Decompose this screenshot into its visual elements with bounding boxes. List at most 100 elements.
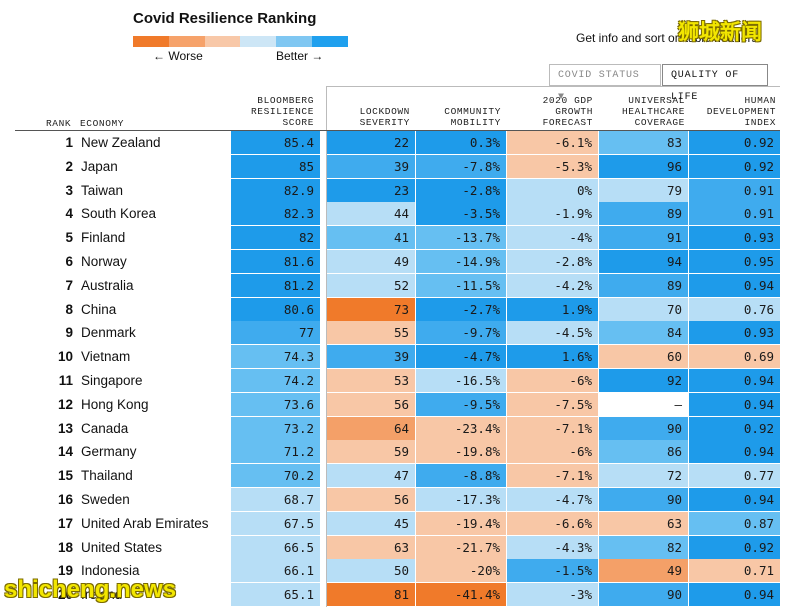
header-gdp-line: FORECAST — [542, 117, 593, 128]
gdp-cell: -7.1% — [507, 464, 598, 488]
gdp-cell: -7.1% — [507, 416, 598, 440]
tab-covid-status[interactable]: COVID STATUS ▼ — [549, 64, 661, 103]
health-cell: 90 — [599, 416, 688, 440]
hdi-cell: 0.92 — [689, 131, 780, 154]
economy-cell: Norway — [81, 254, 127, 269]
header-hdi-line: HUMAN — [744, 95, 776, 106]
header-hdi[interactable]: HUMAN DEVELOPMENT INDEX — [690, 95, 776, 128]
section-divider-top — [327, 86, 780, 87]
mobility-cell: -9.7% — [416, 321, 506, 345]
health-cell: 83 — [599, 131, 688, 154]
lockdown-cell: 52 — [327, 273, 415, 297]
lockdown-cell: 81 — [327, 583, 415, 607]
mobility-cell: 0.3% — [416, 131, 506, 154]
lockdown-cell: 39 — [327, 154, 415, 178]
header-mobility[interactable]: COMMUNITY MOBILITY — [416, 106, 501, 128]
hdi-cell: 0.92 — [689, 535, 780, 559]
mobility-cell: -17.3% — [416, 488, 506, 511]
header-rank[interactable]: RANK — [46, 118, 72, 129]
lockdown-cell: 44 — [327, 202, 415, 226]
mobility-cell: -4.7% — [416, 345, 506, 369]
gdp-cell: -4.7% — [507, 488, 598, 511]
health-cell: 63 — [599, 511, 688, 535]
score-cell: 82.9 — [231, 178, 320, 202]
hdi-cell: 0.91 — [689, 202, 780, 226]
table-row: 19 Indonesia 66.1 50 -20% -1.5% 49 0.71 — [0, 559, 800, 583]
header-score[interactable]: BLOOMBERG RESILIENCE SCORE — [232, 95, 314, 128]
watermark-top: 狮城新闻 — [678, 21, 762, 44]
score-cell: 74.3 — [231, 345, 320, 369]
table-row: 3 Taiwan 82.9 23 -2.8% 0% 79 0.91 — [0, 178, 800, 203]
health-cell: 72 — [599, 464, 688, 488]
score-cell: 66.1 — [231, 559, 320, 583]
economy-cell: Finland — [81, 230, 126, 246]
gdp-cell: 0% — [507, 178, 598, 202]
health-cell: 79 — [599, 178, 688, 202]
table-row: 9 Denmark 77 55 -9.7% -4.5% 84 0.93 — [0, 321, 800, 345]
hdi-cell: 0.94 — [689, 583, 780, 607]
hdi-cell: 0.92 — [689, 154, 780, 178]
health-cell: 70 — [599, 297, 688, 321]
economy-cell: Australia — [81, 277, 134, 293]
health-cell: 82 — [599, 535, 688, 559]
lockdown-cell: 73 — [327, 297, 415, 321]
score-cell: 70.2 — [231, 464, 320, 488]
mobility-cell: -19.8% — [416, 440, 506, 464]
hdi-cell: 0.93 — [689, 321, 780, 345]
rank-cell: 7 — [65, 277, 73, 293]
mobility-cell: -13.7% — [416, 226, 506, 250]
economy-cell: Canada — [81, 420, 129, 436]
header-mobility-line: COMMUNITY — [444, 106, 501, 117]
rank-cell: 10 — [57, 349, 73, 365]
mobility-cell: -2.7% — [416, 297, 506, 321]
economy-cell: New Zealand — [81, 135, 161, 150]
health-cell: 84 — [599, 321, 688, 345]
table-row: 4 South Korea 82.3 44 -3.5% -1.9% 89 0.91 — [0, 202, 800, 226]
header-gdp[interactable]: 2020 GDP GROWTH FORECAST — [508, 95, 593, 128]
mobility-cell: -19.4% — [416, 511, 506, 535]
tab-quality-of-life[interactable]: QUALITY OF LIFE — [662, 64, 768, 103]
health-cell: 86 — [599, 440, 688, 464]
gdp-cell: -5.3% — [507, 154, 598, 178]
score-cell: 82.3 — [231, 202, 320, 226]
score-cell: 81.2 — [231, 273, 320, 297]
gdp-cell: -7.5% — [507, 392, 598, 416]
gdp-cell: -6.1% — [507, 131, 598, 154]
rank-cell: 5 — [65, 230, 73, 246]
rank-cell: 12 — [57, 396, 73, 412]
mobility-cell: -7.8% — [416, 154, 506, 178]
health-cell: 89 — [599, 202, 688, 226]
mobility-cell: -11.5% — [416, 273, 506, 297]
health-cell: 94 — [599, 250, 688, 273]
mobility-cell: -16.5% — [416, 369, 506, 392]
score-cell: 81.6 — [231, 250, 320, 273]
rank-cell: 4 — [65, 206, 73, 222]
color-scale-legend — [133, 36, 348, 47]
header-mobility-line: MOBILITY — [450, 117, 501, 128]
header-health-line: COVERAGE — [634, 117, 685, 128]
gdp-cell: -4.2% — [507, 273, 598, 297]
gdp-cell: -4% — [507, 226, 598, 250]
header-lockdown[interactable]: LOCKDOWN SEVERITY — [330, 106, 410, 128]
rank-cell: 13 — [57, 420, 73, 436]
economy-cell: South Korea — [81, 206, 157, 222]
rank-cell: 17 — [57, 515, 73, 531]
table-row: 18 United States 66.5 63 -21.7% -4.3% 82 0.92 — [0, 535, 800, 560]
mobility-cell: -3.5% — [416, 202, 506, 226]
header-health[interactable]: UNIVERSAL HEALTHCARE COVERAGE — [598, 95, 685, 128]
hdi-cell: 0.69 — [689, 345, 780, 369]
hdi-cell: 0.93 — [689, 226, 780, 250]
economy-cell: Denmark — [81, 325, 136, 341]
health-cell: – — [599, 392, 688, 416]
header-economy[interactable]: ECONOMY — [80, 118, 125, 129]
rank-cell: 6 — [65, 254, 73, 269]
scale-swatch — [168, 36, 205, 47]
table-row: 1 New Zealand 85.4 22 0.3% -6.1% 83 0.92 — [0, 131, 800, 155]
score-cell: 74.2 — [231, 369, 320, 392]
lockdown-cell: 23 — [327, 178, 415, 202]
header-health-line: UNIVERSAL — [628, 95, 685, 106]
score-cell: 73.2 — [231, 416, 320, 440]
header-lockdown-line: SEVERITY — [359, 117, 410, 128]
hdi-cell: 0.77 — [689, 464, 780, 488]
table-row: 12 Hong Kong 73.6 56 -9.5% -7.5% –0.94 — [0, 392, 800, 417]
